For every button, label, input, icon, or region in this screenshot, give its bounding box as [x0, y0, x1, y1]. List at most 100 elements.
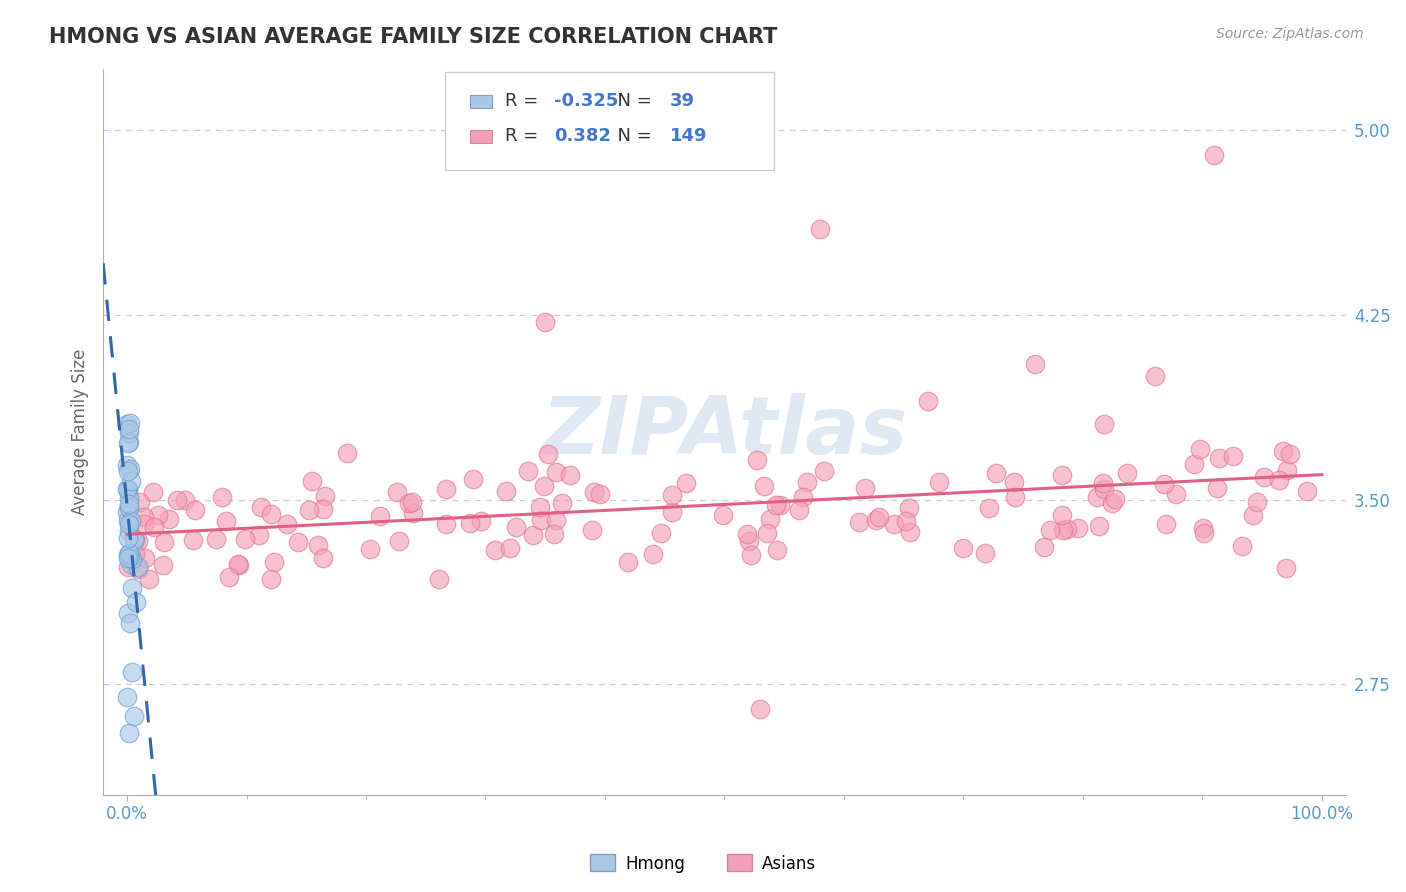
- Point: [148, 508, 170, 523]
- Point: [311, 502, 333, 516]
- Point: [359, 541, 381, 556]
- Point: [247, 528, 270, 542]
- Text: 39: 39: [669, 92, 695, 111]
- Point: [118, 524, 141, 538]
- Point: [765, 498, 787, 512]
- Point: [1092, 417, 1115, 432]
- Point: [1253, 469, 1275, 483]
- Point: [711, 508, 734, 523]
- Point: [118, 434, 141, 449]
- Point: [287, 535, 309, 549]
- Point: [544, 513, 567, 527]
- Point: [1052, 523, 1074, 537]
- Point: [1268, 474, 1291, 488]
- Point: [883, 517, 905, 532]
- Point: [134, 510, 156, 524]
- Point: [298, 503, 321, 517]
- Point: [1104, 491, 1126, 506]
- Text: R =: R =: [505, 92, 544, 111]
- Point: [263, 556, 285, 570]
- Point: [759, 512, 782, 526]
- Point: [1246, 495, 1268, 509]
- Point: [314, 490, 336, 504]
- Text: R =: R =: [505, 127, 544, 145]
- Point: [529, 500, 551, 514]
- Point: [301, 474, 323, 488]
- Point: [1156, 517, 1178, 532]
- Point: [1153, 476, 1175, 491]
- Point: [1191, 521, 1213, 535]
- Point: [125, 595, 148, 609]
- Point: [115, 482, 138, 496]
- Point: [661, 488, 683, 502]
- Point: [1143, 369, 1166, 384]
- Point: [307, 538, 329, 552]
- Point: [1278, 447, 1301, 461]
- Point: [336, 446, 359, 460]
- Point: [740, 548, 762, 562]
- Point: [588, 487, 610, 501]
- Point: [813, 464, 835, 478]
- Point: [1039, 524, 1062, 538]
- Text: ZIPAtlas: ZIPAtlas: [541, 392, 908, 471]
- Point: [495, 483, 517, 498]
- Point: [973, 546, 995, 560]
- Point: [181, 533, 204, 547]
- Point: [1164, 487, 1187, 501]
- Point: [204, 532, 226, 546]
- Point: [117, 482, 139, 496]
- Point: [143, 520, 166, 534]
- Point: [752, 479, 775, 493]
- Point: [118, 425, 141, 440]
- Point: [787, 502, 810, 516]
- Point: [385, 485, 408, 500]
- Point: [738, 534, 761, 549]
- Point: [218, 570, 240, 584]
- Point: [1056, 523, 1078, 537]
- Point: [142, 485, 165, 500]
- Point: [174, 493, 197, 508]
- Point: [157, 512, 180, 526]
- Point: [117, 505, 139, 519]
- Point: [118, 517, 141, 532]
- Point: [115, 458, 138, 472]
- Point: [769, 498, 792, 512]
- Point: [120, 474, 142, 488]
- Point: [117, 551, 139, 566]
- Point: [868, 509, 890, 524]
- Text: 149: 149: [669, 127, 707, 145]
- Point: [900, 525, 922, 540]
- Point: [260, 508, 283, 522]
- Point: [979, 501, 1001, 516]
- Text: -0.325: -0.325: [554, 92, 619, 111]
- Point: [434, 482, 457, 496]
- Point: [183, 503, 205, 517]
- Point: [894, 514, 917, 528]
- FancyBboxPatch shape: [470, 95, 492, 108]
- Point: [461, 472, 484, 486]
- Point: [121, 552, 143, 566]
- Point: [617, 555, 640, 569]
- Point: [134, 516, 156, 531]
- Point: [121, 581, 143, 595]
- Point: [276, 516, 298, 531]
- Point: [121, 665, 143, 679]
- Point: [398, 496, 420, 510]
- Point: [848, 515, 870, 529]
- Point: [766, 543, 789, 558]
- Point: [312, 550, 335, 565]
- Point: [522, 528, 544, 542]
- Point: [117, 548, 139, 562]
- Point: [118, 726, 141, 740]
- Point: [898, 501, 921, 516]
- Point: [122, 532, 145, 546]
- Point: [537, 447, 560, 461]
- Point: [505, 520, 527, 534]
- Point: [1222, 449, 1244, 463]
- Point: [1085, 490, 1108, 504]
- Point: [138, 572, 160, 586]
- Point: [747, 453, 769, 467]
- Legend: Hmong, Asians: Hmong, Asians: [583, 847, 823, 880]
- Point: [249, 500, 271, 514]
- Point: [484, 543, 506, 558]
